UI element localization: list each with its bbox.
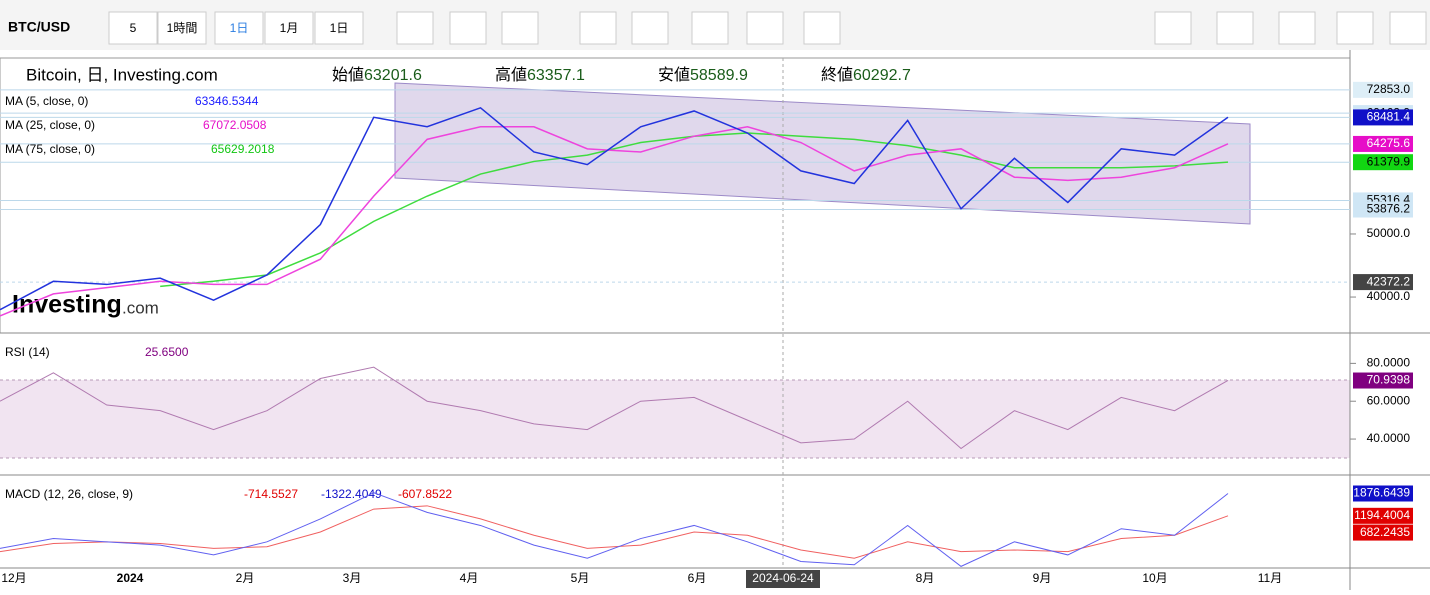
tool-button[interactable]	[691, 11, 729, 45]
ma-value: 67072.0508	[203, 118, 267, 132]
macd-marker-bg	[1353, 507, 1413, 524]
ma25-line	[0, 125, 1229, 317]
tool-button[interactable]	[803, 11, 841, 45]
cursor-date: 2024-06-24	[752, 571, 814, 585]
x-tick-label: 11月	[1258, 571, 1282, 585]
ma-name: MA (5, close, 0)	[5, 94, 88, 108]
tool-button[interactable]	[1389, 11, 1427, 45]
y-tick-label: 60.0000	[1367, 393, 1411, 407]
macd-line	[0, 492, 1229, 567]
y-tick-label: 80.0000	[1367, 356, 1411, 370]
tool-button[interactable]	[1336, 11, 1374, 45]
ohlc-label: 安値	[658, 66, 690, 84]
symbol[interactable]: BTC/USD	[8, 19, 70, 35]
rsi-marker: 70.9398	[1367, 373, 1411, 387]
macd-marker: 682.2435	[1360, 525, 1410, 539]
macd-marker-bg	[1353, 485, 1413, 502]
price-marker-bg	[1353, 201, 1413, 218]
x-tick-label: 4月	[460, 571, 479, 585]
ohlc-label: 始値	[332, 66, 364, 84]
y-tick-label: 40.0000	[1367, 431, 1411, 445]
ohlc-label: 高値	[495, 66, 527, 84]
price-marker: 42372.2	[1367, 274, 1411, 288]
rsi-band	[0, 380, 1350, 458]
tool-button[interactable]	[1216, 11, 1254, 45]
ma-name: MA (75, close, 0)	[5, 142, 95, 156]
x-tick-label: 2024	[117, 571, 144, 585]
ma-name: MA (25, close, 0)	[5, 118, 95, 132]
price-marker: 68481.4	[1367, 110, 1411, 124]
tool-button[interactable]	[449, 11, 487, 45]
price-marker: 72853.0	[1367, 82, 1411, 96]
tool-button[interactable]	[501, 11, 539, 45]
tool-button[interactable]	[631, 11, 669, 45]
tool-button[interactable]	[746, 11, 784, 45]
signal-line	[0, 505, 1229, 559]
macd-value: -607.8522	[398, 487, 452, 501]
interval-label[interactable]: 1月	[280, 21, 299, 35]
x-tick-label: 5月	[571, 571, 590, 585]
macd-marker: 1194.4004	[1354, 508, 1410, 522]
interval-button[interactable]	[314, 11, 364, 45]
ma-value: 65629.2018	[211, 142, 275, 156]
x-tick-label: 12月	[1, 571, 26, 585]
ma-value: 63346.5344	[195, 94, 259, 108]
rsi-name: RSI (14)	[5, 345, 50, 359]
price-marker-bg	[1353, 81, 1413, 98]
watermark: .com	[122, 298, 159, 317]
macd-value: -714.5527	[244, 487, 298, 501]
values-line	[0, 366, 1229, 450]
macd-marker: 1876.6439	[1353, 486, 1410, 500]
interval-button[interactable]	[108, 11, 158, 45]
tool-button[interactable]	[1278, 11, 1316, 45]
x-tick-label: 2月	[236, 571, 255, 585]
macd-marker-bg	[1353, 524, 1413, 541]
x-tick-label: 3月	[343, 571, 362, 585]
tool-button[interactable]	[396, 11, 434, 45]
interval-button[interactable]	[214, 11, 264, 45]
ohlc-value: 63201.6	[364, 67, 422, 84]
x-tick-label: 9月	[1033, 571, 1052, 585]
price-marker-bg	[1353, 154, 1413, 171]
interval-label[interactable]: 5	[130, 21, 137, 35]
macd-name: MACD (12, 26, close, 9)	[5, 487, 133, 501]
rsi-value: 25.6500	[145, 345, 189, 359]
price-marker-bg	[1353, 109, 1413, 126]
ohlc-label: 終値	[821, 66, 853, 84]
ohlc-value: 63357.1	[527, 67, 585, 84]
interval-label[interactable]: 1日	[230, 21, 249, 35]
x-tick-label: 10月	[1142, 571, 1167, 585]
interval-label[interactable]: 1日	[330, 21, 349, 35]
y-tick-label: 50000.0	[1367, 226, 1411, 240]
x-tick-label: 6月	[688, 571, 707, 585]
tool-button[interactable]	[1154, 11, 1192, 45]
price-marker-bg	[1353, 274, 1413, 291]
ohlc-value: 58589.9	[690, 67, 748, 84]
y-tick-label: 40000.0	[1367, 289, 1411, 303]
price-marker-bg	[1353, 135, 1413, 152]
interval-button[interactable]	[264, 11, 314, 45]
legend-title: Bitcoin, 日, Investing.com	[26, 65, 218, 84]
price-marker: 61379.9	[1367, 154, 1411, 168]
interval-button[interactable]	[157, 11, 207, 45]
close-line	[0, 106, 1229, 311]
x-tick-label: 8月	[916, 571, 935, 585]
tool-button[interactable]	[579, 11, 617, 45]
cursor-date-bg	[746, 570, 820, 588]
ohlc-value: 60292.7	[853, 67, 911, 84]
watermark: Investing	[12, 291, 122, 319]
macd-value: -1322.4049	[321, 487, 382, 501]
rsi-marker-bg	[1353, 372, 1413, 389]
price-marker: 64275.6	[1367, 136, 1411, 150]
price-marker: 53876.2	[1367, 202, 1411, 216]
interval-label[interactable]: 1時間	[167, 21, 198, 35]
